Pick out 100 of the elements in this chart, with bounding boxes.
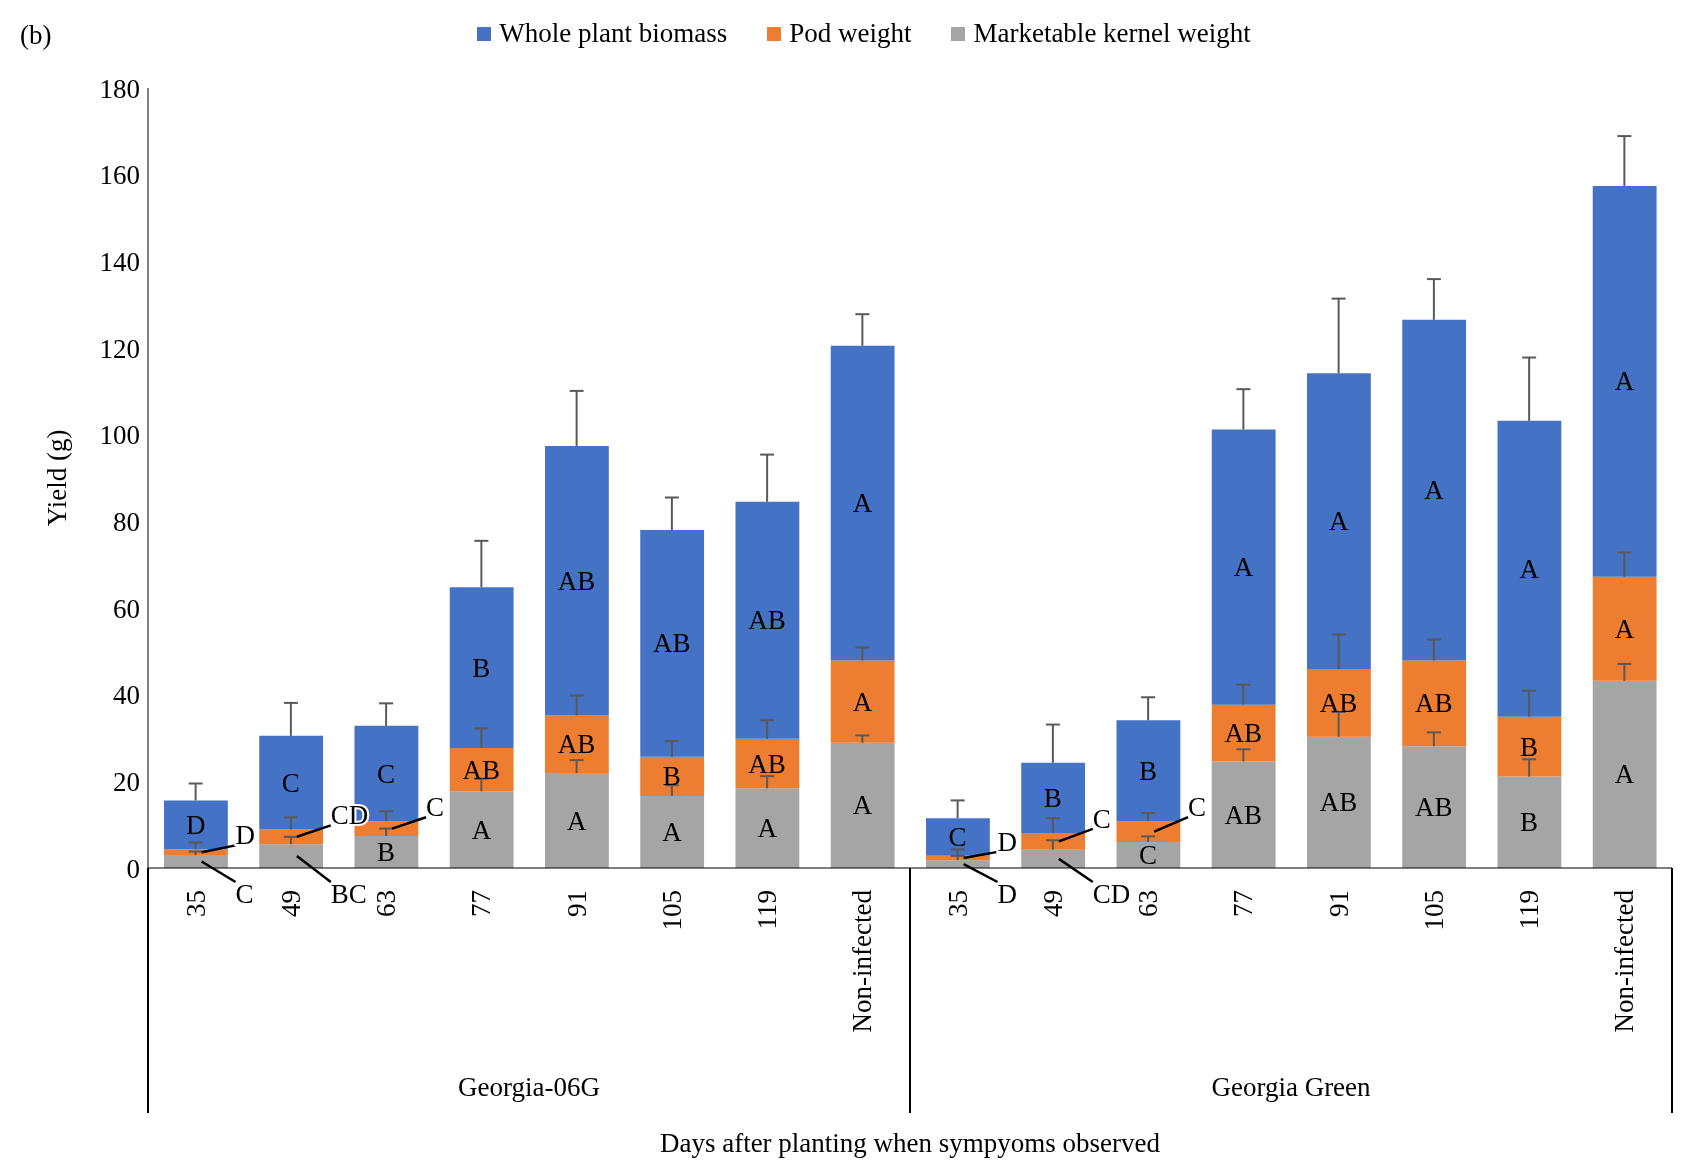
bar (545, 773, 609, 868)
bar (1021, 849, 1086, 868)
data-label: B (1520, 731, 1539, 762)
y-tick-label: 160 (99, 160, 140, 191)
data-label: A (662, 817, 683, 848)
data-label: AB (1224, 799, 1263, 830)
data-label: A (1614, 366, 1635, 397)
data-label: B (1043, 782, 1062, 813)
bar (1307, 669, 1371, 737)
data-label: A (852, 686, 873, 717)
data-label: AB (1415, 792, 1453, 823)
x-tick-label: 91 (561, 890, 592, 917)
data-label: A (1519, 553, 1540, 584)
data-label: AB (1415, 688, 1453, 719)
bar (1497, 776, 1562, 868)
x-tick-label: 35 (942, 890, 973, 917)
bar (259, 844, 324, 868)
bar (735, 738, 800, 789)
bar (1497, 716, 1562, 777)
x-tick-label: Non-infected (847, 889, 878, 1033)
bar (545, 715, 609, 774)
bar (735, 788, 800, 868)
bar (1402, 660, 1467, 747)
data-label: C (1092, 803, 1111, 834)
x-axis-title: Days after planting when sympyoms observed (659, 1128, 1161, 1158)
text: Georgia Green (1211, 1072, 1372, 1102)
bar (1402, 746, 1467, 868)
bar (1021, 762, 1086, 833)
bar (449, 587, 514, 748)
y-tick-label: 140 (99, 246, 140, 277)
data-label: A (852, 488, 873, 519)
bar (830, 742, 895, 868)
y-axis-title: Yield (g) (41, 429, 72, 527)
bar (830, 660, 895, 743)
bar (449, 747, 514, 792)
x-tick-label: Non-infected (1609, 889, 1640, 1033)
data-label: B (472, 652, 491, 683)
data-label: C (281, 767, 300, 798)
data-label: B (377, 836, 396, 867)
data-label: C (377, 758, 396, 789)
y-tick-label: 100 (99, 420, 140, 451)
x-tick-label: 105 (1418, 890, 1449, 931)
legend-label: Whole plant biomass (498, 18, 728, 49)
data-label: D (997, 879, 1018, 909)
bar (545, 445, 609, 716)
bar (1307, 736, 1371, 868)
bar (926, 818, 990, 856)
data-label: A (566, 805, 587, 836)
data-label: A (1424, 475, 1445, 506)
x-tick-label: 91 (1323, 890, 1354, 917)
x-tick-label: 119 (752, 890, 783, 930)
bar (259, 735, 324, 830)
x-tick-label: 119 (1514, 890, 1545, 930)
bar (1211, 761, 1276, 868)
y-tick-label: 60 (113, 593, 140, 624)
data-label: A (471, 814, 492, 845)
bar (1402, 319, 1467, 661)
legend-label: Marketable kernel weight (972, 18, 1251, 49)
x-tick-label: 105 (656, 890, 687, 931)
data-label: AB (653, 628, 691, 659)
data-label: AB (557, 565, 596, 596)
data-label: D (997, 826, 1018, 857)
data-label: A (1233, 552, 1254, 583)
data-label: A (1328, 506, 1349, 537)
x-tick-label: 77 (1228, 890, 1259, 917)
bar (640, 530, 705, 757)
data-label: A (1614, 613, 1635, 644)
data-label: AB (1224, 718, 1263, 749)
data-label: AB (1319, 687, 1358, 718)
data-label: D (185, 809, 206, 840)
data-label: D (235, 820, 256, 851)
data-label: A (852, 790, 873, 821)
y-tick-label: 80 (113, 506, 140, 537)
data-label: AB (557, 729, 596, 760)
bar (1307, 373, 1371, 670)
data-label: C (1139, 840, 1158, 870)
data-label: AB (748, 605, 786, 636)
y-tick-label: 0 (126, 853, 140, 884)
data-label: C (426, 792, 445, 823)
data-label: BC (330, 879, 367, 909)
bar (1116, 720, 1181, 822)
x-tick-label: 63 (1133, 890, 1164, 917)
legend-label: Pod weight (788, 18, 912, 49)
data-label: CD (1092, 879, 1131, 909)
y-tick-label: 180 (99, 73, 140, 104)
data-label: AB (748, 748, 786, 779)
bar (1211, 429, 1276, 705)
x-tick-label: 49 (1037, 890, 1068, 917)
bar (1211, 704, 1276, 762)
bar (640, 756, 705, 797)
bar (1592, 185, 1657, 577)
data-label: B (1139, 755, 1158, 786)
bar (1592, 576, 1657, 681)
chart-title: (b) (20, 20, 52, 50)
y-tick-label: 120 (99, 333, 140, 364)
text: Georgia-06G (458, 1072, 600, 1102)
x-tick-label: 63 (371, 890, 402, 917)
bar (164, 800, 228, 850)
data-label: C (235, 879, 254, 909)
y-tick-label: 20 (113, 766, 140, 797)
